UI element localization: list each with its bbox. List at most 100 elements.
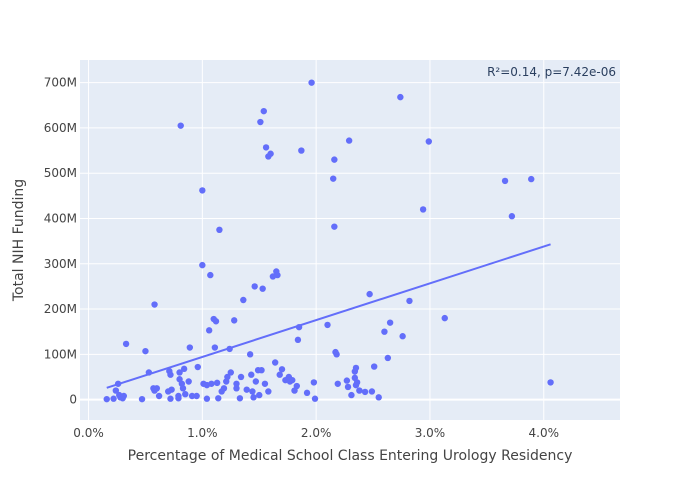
data-point bbox=[271, 359, 279, 366]
data-point bbox=[199, 261, 206, 269]
data-point bbox=[265, 388, 272, 395]
data-point bbox=[356, 387, 363, 394]
y-tick-label: 400M bbox=[44, 211, 77, 225]
data-point bbox=[386, 319, 394, 326]
data-point bbox=[258, 366, 265, 374]
data-point bbox=[205, 327, 213, 334]
data-point bbox=[224, 373, 231, 381]
data-point bbox=[441, 314, 448, 322]
data-point bbox=[352, 364, 360, 372]
data-point bbox=[252, 378, 260, 385]
data-point bbox=[547, 379, 554, 386]
x-tick-label: 2.0% bbox=[301, 426, 332, 440]
data-point bbox=[370, 363, 378, 370]
x-tick-label: 1.0% bbox=[187, 426, 218, 440]
data-point bbox=[295, 323, 303, 331]
data-point bbox=[501, 177, 509, 185]
data-point bbox=[250, 394, 257, 401]
data-point bbox=[303, 389, 311, 397]
data-point bbox=[375, 394, 382, 401]
data-point bbox=[406, 297, 413, 305]
data-point bbox=[248, 371, 255, 378]
data-point bbox=[231, 317, 238, 324]
data-point bbox=[308, 79, 315, 86]
data-point bbox=[397, 93, 404, 101]
data-point bbox=[194, 363, 201, 371]
data-point bbox=[151, 301, 158, 308]
data-point bbox=[203, 395, 211, 402]
data-point bbox=[289, 376, 296, 384]
data-point bbox=[179, 385, 187, 392]
data-point bbox=[212, 318, 220, 325]
data-point bbox=[207, 271, 214, 279]
data-point bbox=[343, 377, 351, 384]
data-point bbox=[508, 213, 516, 220]
data-point bbox=[331, 156, 338, 163]
data-point bbox=[213, 379, 221, 387]
data-point bbox=[311, 395, 319, 402]
data-point bbox=[294, 336, 302, 344]
data-point bbox=[167, 371, 174, 378]
data-point bbox=[188, 392, 196, 400]
x-tick-labels: 0.0% 1.0% 2.0% 3.0% 4.0% bbox=[73, 426, 559, 440]
data-point bbox=[330, 175, 337, 182]
data-point bbox=[186, 344, 194, 351]
data-point bbox=[233, 380, 240, 387]
data-point bbox=[215, 395, 222, 402]
data-point bbox=[274, 271, 281, 279]
y-tick-label: 200M bbox=[44, 302, 77, 316]
data-point bbox=[226, 345, 233, 353]
y-tick-label: 600M bbox=[44, 121, 77, 135]
data-point bbox=[208, 380, 215, 387]
data-point bbox=[246, 351, 254, 358]
data-point bbox=[528, 175, 535, 183]
data-point bbox=[276, 371, 283, 378]
x-tick-label: 0.0% bbox=[73, 426, 104, 440]
data-point bbox=[331, 223, 338, 230]
data-point bbox=[185, 378, 192, 385]
data-point bbox=[153, 385, 161, 392]
data-point bbox=[260, 107, 267, 115]
data-point bbox=[193, 392, 200, 400]
y-tick-label: 100M bbox=[44, 347, 77, 361]
data-point bbox=[267, 150, 274, 157]
data-point bbox=[142, 347, 149, 355]
data-point bbox=[211, 344, 219, 351]
data-point bbox=[344, 383, 352, 391]
x-axis-title: Percentage of Medical School Class Enter… bbox=[128, 448, 573, 464]
data-point bbox=[120, 392, 128, 400]
data-point bbox=[236, 395, 244, 402]
data-point bbox=[180, 365, 188, 373]
data-point bbox=[368, 388, 376, 395]
data-points bbox=[103, 79, 554, 403]
data-point bbox=[334, 380, 341, 387]
data-point bbox=[261, 380, 269, 387]
trendline-group bbox=[106, 243, 551, 389]
data-point bbox=[177, 122, 184, 129]
data-point bbox=[182, 390, 189, 398]
data-point bbox=[251, 283, 258, 290]
x-tick-label: 4.0% bbox=[529, 426, 560, 440]
data-point bbox=[175, 392, 182, 400]
data-point bbox=[419, 206, 427, 213]
data-point bbox=[233, 385, 240, 392]
data-point bbox=[167, 395, 174, 402]
data-point bbox=[114, 380, 122, 387]
data-point bbox=[249, 388, 256, 395]
y-tick-label: 0 bbox=[69, 393, 77, 407]
data-point bbox=[366, 290, 373, 298]
data-point bbox=[333, 351, 340, 358]
data-point bbox=[348, 391, 355, 399]
data-point bbox=[324, 321, 331, 329]
data-point bbox=[138, 395, 146, 403]
data-point bbox=[256, 391, 263, 399]
data-point bbox=[384, 354, 392, 362]
x-tick-label: 3.0% bbox=[415, 426, 446, 440]
data-point bbox=[262, 144, 270, 151]
data-point bbox=[361, 388, 369, 396]
data-point bbox=[310, 379, 318, 386]
data-point bbox=[155, 392, 163, 400]
y-tick-label: 500M bbox=[44, 166, 77, 180]
data-point bbox=[259, 285, 266, 292]
